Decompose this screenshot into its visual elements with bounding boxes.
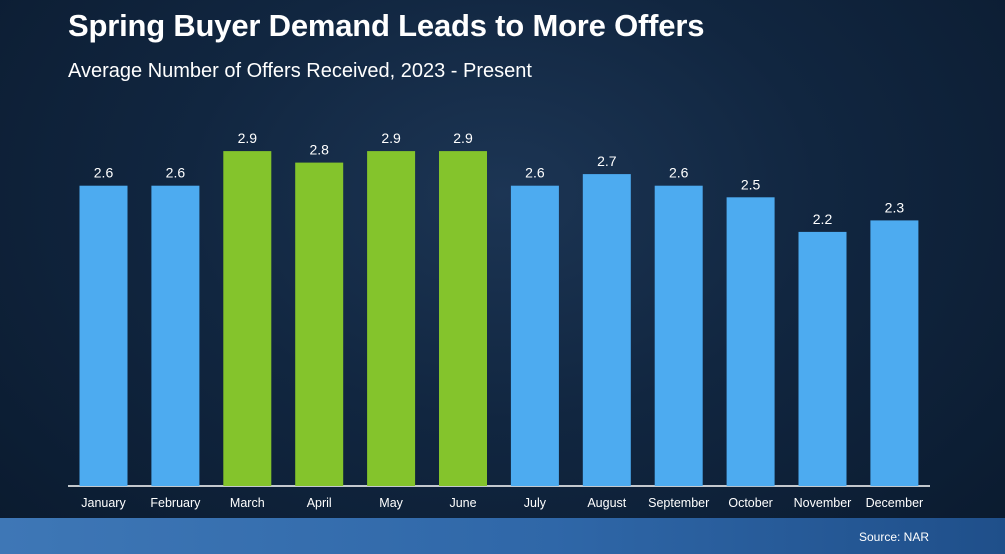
value-label-december: 2.3 — [885, 199, 905, 215]
category-label-february: February — [150, 496, 201, 510]
value-label-july: 2.6 — [525, 165, 545, 181]
value-label-august: 2.7 — [597, 153, 617, 169]
value-label-september: 2.6 — [669, 165, 689, 181]
category-label-april: April — [307, 496, 332, 510]
bar-april — [295, 162, 344, 486]
value-label-january: 2.6 — [94, 165, 114, 181]
value-label-march: 2.9 — [238, 130, 258, 146]
bar-december — [870, 220, 919, 486]
value-label-november: 2.2 — [813, 211, 833, 227]
value-label-october: 2.5 — [741, 176, 761, 192]
bar-june — [439, 151, 487, 486]
value-label-june: 2.9 — [453, 130, 473, 146]
category-label-january: January — [81, 496, 126, 510]
category-label-september: September — [648, 496, 709, 510]
bar-march — [223, 151, 272, 486]
bar-february — [151, 185, 200, 486]
category-label-june: June — [449, 496, 476, 510]
category-label-november: November — [794, 496, 852, 510]
bar-october — [726, 197, 775, 487]
footer-bar: Source: NAR — [0, 518, 1005, 554]
category-label-august: August — [587, 496, 626, 510]
value-label-april: 2.8 — [309, 142, 329, 158]
bar-chart: 2.6 January 2.6 February 2.9 March 2.8 April 2.9… — [79, 130, 924, 510]
bar-november — [798, 231, 847, 486]
source-label: Source: NAR — [858, 530, 929, 544]
bar-august — [582, 174, 631, 486]
category-label-may: May — [379, 496, 403, 510]
category-label-march: March — [230, 496, 265, 510]
bar-september — [654, 185, 703, 486]
category-label-december: December — [866, 496, 924, 510]
value-label-may: 2.9 — [381, 130, 401, 146]
chart-title: Spring Buyer Demand Leads to More Offers — [68, 8, 705, 43]
bar-july — [510, 185, 559, 486]
value-label-february: 2.6 — [166, 165, 186, 181]
chart-subtitle: Average Number of Offers Received, 2023 … — [68, 60, 532, 82]
bar-january — [79, 185, 128, 486]
category-label-october: October — [728, 496, 772, 510]
bar-may — [367, 151, 416, 486]
category-label-july: July — [524, 496, 547, 510]
